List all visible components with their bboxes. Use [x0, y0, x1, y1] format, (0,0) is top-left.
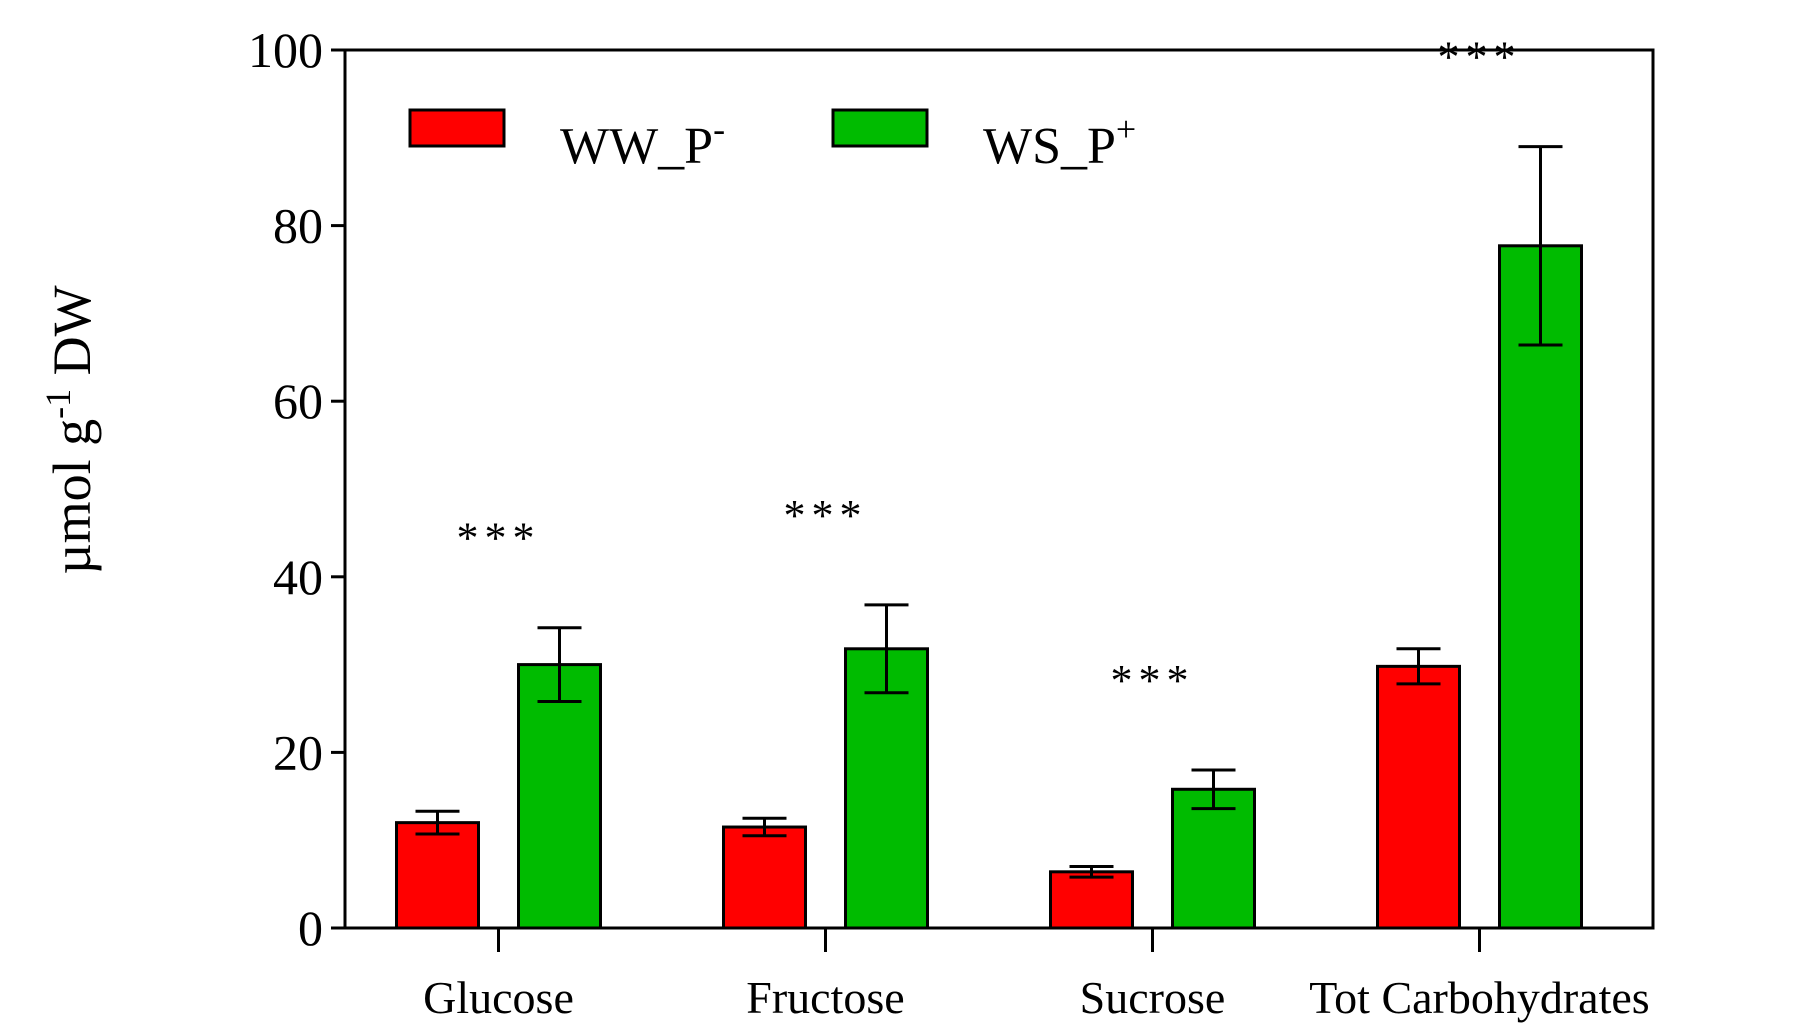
plot-frame [343, 48, 1655, 930]
y-tick-label: 40 [273, 549, 323, 605]
bar-ws [517, 663, 602, 930]
legend-series-name: WW_P [560, 118, 713, 175]
significance-label: *** [1438, 33, 1522, 82]
significance-label: *** [1111, 656, 1195, 705]
y-axis-label: µmol g-1 DW [38, 285, 102, 574]
y-tick-label: 80 [273, 198, 323, 254]
legend-label-ws: WS_P+ [983, 109, 1136, 175]
error-bars [415, 145, 1563, 879]
legend-series-name: WS_P [983, 118, 1116, 175]
legend-label-ww: WW_P- [560, 109, 725, 175]
legend-swatch-ws [831, 108, 929, 148]
x-tick-label: Sucrose [1080, 972, 1226, 1023]
significance-marks: *** *** *** *** [457, 33, 1522, 705]
x-tick-label: Tot Carbohydrates [1309, 972, 1649, 1023]
x-tick-label: Fructose [746, 972, 904, 1023]
y-tick-label: 0 [298, 900, 323, 956]
bar-ww [395, 821, 480, 930]
y-axis-label-suffix: DW [42, 285, 102, 388]
bar-ww [722, 825, 807, 930]
bars [395, 244, 1583, 930]
significance-label: *** [784, 491, 868, 540]
bar-ws [1498, 244, 1583, 930]
legend-swatch-ww [408, 108, 506, 148]
significance-label: *** [457, 514, 541, 563]
y-tick-label: 60 [273, 373, 323, 429]
legend: WW_P- WS_P+ [408, 108, 1136, 175]
bar-ww [1376, 664, 1461, 930]
x-tick-label: Glucose [423, 972, 574, 1023]
legend-series-superscript: + [1116, 109, 1136, 149]
y-tick-label: 20 [273, 724, 323, 780]
y-axis-label-superscript: -1 [38, 389, 78, 419]
y-tick-label: 100 [248, 22, 323, 78]
bar-ww [1049, 870, 1134, 930]
axes: 0 20 40 60 80 100 Glucose Fructose Sucrose Tot Ca… [248, 22, 1655, 1023]
legend-series-superscript: - [713, 109, 725, 149]
y-axis-label-main: µmol g [42, 419, 102, 575]
